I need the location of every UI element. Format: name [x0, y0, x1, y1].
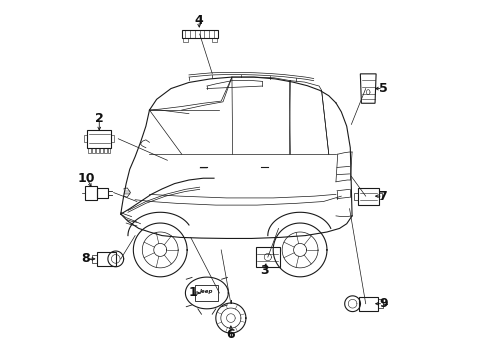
Bar: [97, 188, 107, 198]
Bar: [84, 135, 87, 142]
Bar: [353, 193, 357, 200]
Bar: [92, 148, 95, 153]
Text: 2: 2: [95, 112, 103, 125]
Text: 3: 3: [260, 264, 268, 277]
Bar: [183, 38, 187, 41]
Bar: [92, 255, 97, 263]
Text: Jeep: Jeep: [200, 289, 213, 294]
Text: 10: 10: [78, 172, 95, 185]
Bar: [195, 285, 218, 301]
Bar: [85, 186, 97, 200]
Bar: [378, 193, 382, 199]
Bar: [211, 38, 216, 41]
Text: 8: 8: [81, 252, 90, 265]
Bar: [88, 148, 91, 153]
Bar: [111, 135, 114, 142]
Bar: [96, 148, 99, 153]
Bar: [182, 30, 217, 38]
Text: 1: 1: [188, 287, 197, 300]
Bar: [255, 247, 280, 267]
Bar: [358, 297, 377, 311]
Bar: [107, 148, 110, 153]
Text: 6: 6: [226, 328, 235, 341]
Bar: [103, 148, 106, 153]
Bar: [377, 300, 382, 308]
Bar: [100, 148, 102, 153]
Text: 7: 7: [378, 190, 386, 203]
Bar: [97, 252, 116, 266]
Text: 9: 9: [378, 297, 387, 310]
Text: 5: 5: [378, 82, 386, 95]
Text: 4: 4: [194, 14, 203, 27]
Bar: [87, 130, 111, 148]
Bar: [357, 188, 378, 205]
